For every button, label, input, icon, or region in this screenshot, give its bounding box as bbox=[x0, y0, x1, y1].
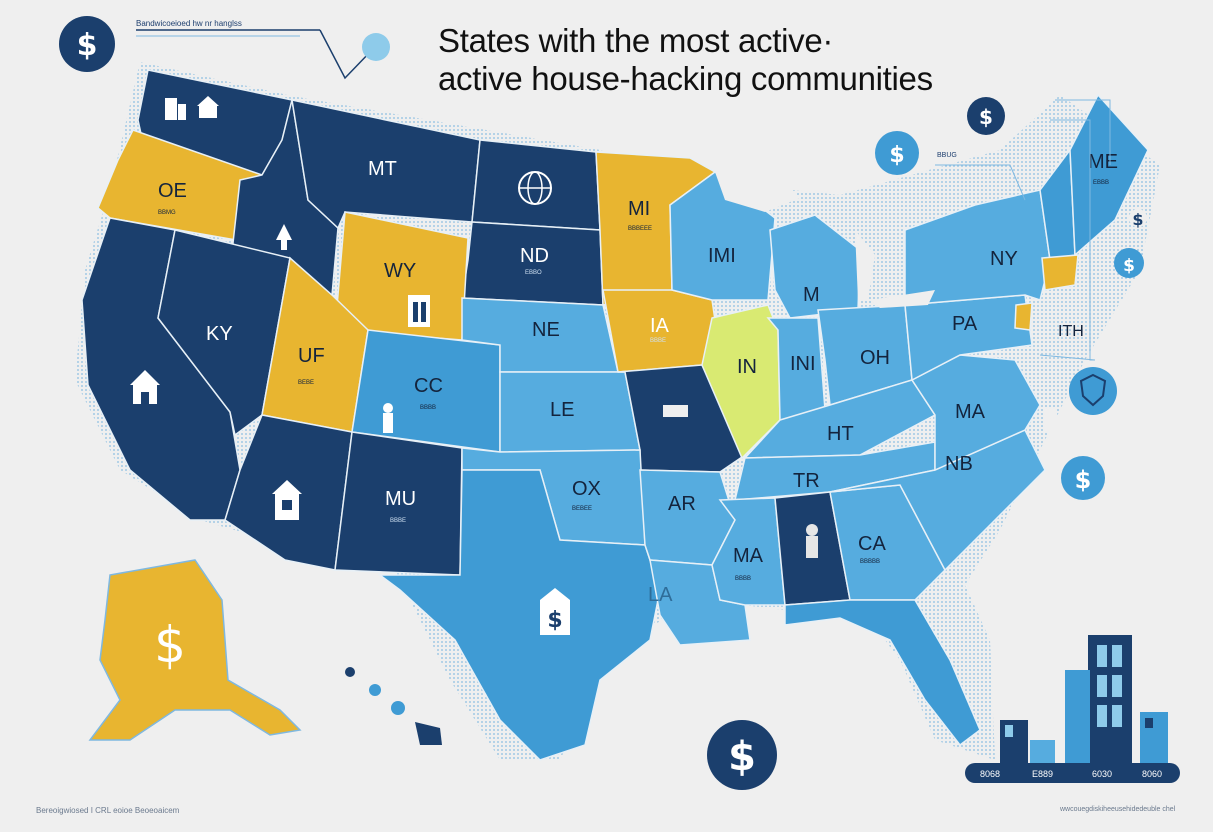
label-mt: MT bbox=[368, 158, 397, 180]
person-icon bbox=[383, 403, 393, 433]
label-cc: CC bbox=[414, 375, 443, 397]
dollar-icon[interactable]: $ bbox=[1061, 456, 1105, 500]
dollar-icon[interactable]: $ bbox=[540, 588, 570, 635]
label-ini: INI bbox=[790, 353, 816, 375]
house-icon bbox=[130, 370, 160, 404]
label-wy: WY bbox=[384, 260, 416, 282]
state-ct[interactable] bbox=[1041, 254, 1079, 291]
label-ca: CA bbox=[858, 533, 886, 555]
caption-ne-note: BBUG bbox=[937, 152, 957, 159]
dollar-icon[interactable]: $ bbox=[154, 616, 186, 674]
svg-text:$: $ bbox=[979, 105, 993, 129]
house-icon bbox=[197, 96, 219, 118]
caption-top-left: Bandwicoeioed hw nr hanglss bbox=[136, 19, 242, 28]
dollar-icon[interactable]: $ bbox=[707, 720, 777, 790]
globe-icon bbox=[518, 171, 552, 205]
svg-text:BEBEE: BEBEE bbox=[572, 506, 592, 512]
svg-text:$: $ bbox=[1123, 256, 1135, 276]
bar-label-3: 6030 bbox=[1092, 769, 1112, 779]
label-oe: OE bbox=[158, 180, 187, 202]
bar-label-4: 8060 bbox=[1142, 769, 1162, 779]
label-ht: HT bbox=[827, 423, 854, 445]
label-ox: OX bbox=[572, 478, 601, 500]
dollar-markers: $ $ $ $ $ $ $ bbox=[59, 16, 1147, 790]
great-lakes bbox=[715, 172, 935, 308]
label-m: M bbox=[803, 284, 820, 306]
label-uf: UF bbox=[298, 345, 325, 367]
state-tx[interactable] bbox=[377, 469, 661, 761]
svg-text:$: $ bbox=[728, 734, 756, 780]
svg-text:$: $ bbox=[77, 28, 98, 63]
label-ky: KY bbox=[206, 323, 233, 345]
svg-text:EBBO: EBBO bbox=[525, 270, 542, 276]
label-ma2: MA bbox=[733, 545, 764, 567]
title-leader-lines bbox=[136, 29, 390, 80]
bar-label-1: 8068 bbox=[980, 769, 1000, 779]
svg-text:BBMG: BBMG bbox=[158, 210, 176, 216]
dollar-icon[interactable]: $ bbox=[967, 97, 1005, 135]
svg-text:BEBE: BEBE bbox=[298, 380, 314, 386]
label-ny: NY bbox=[990, 248, 1018, 270]
state-hi[interactable] bbox=[345, 667, 442, 745]
building-icon bbox=[165, 98, 186, 120]
label-oh: OH bbox=[860, 347, 890, 369]
house-icon bbox=[272, 480, 302, 520]
state-labels: OE BBMG MT ND EBBO MI BBBEEE WY KY UF BE… bbox=[158, 151, 1118, 606]
caption-bottom-left: Bereoigwiosed I CRL eoioe Beoeoaicem bbox=[36, 806, 180, 815]
building-icon bbox=[663, 405, 688, 417]
svg-text:BBBE: BBBE bbox=[650, 338, 666, 344]
label-nd: ND bbox=[520, 245, 549, 267]
label-ma: MA bbox=[955, 401, 986, 423]
caption-bottom-right: wwcouegdiskiheeusehidedeuble chel bbox=[1060, 806, 1176, 813]
label-la: LA bbox=[648, 584, 673, 606]
svg-text:$: $ bbox=[547, 608, 562, 633]
label-in: IN bbox=[737, 356, 757, 378]
svg-text:BBBEEE: BBBEEE bbox=[628, 226, 652, 232]
states-layer bbox=[81, 69, 1149, 761]
house-icons bbox=[130, 96, 1057, 558]
state-fl[interactable] bbox=[784, 599, 981, 747]
bar-label-2: E889 bbox=[1032, 769, 1053, 779]
ne-leader-lines bbox=[935, 99, 1111, 361]
svg-text:$: $ bbox=[1132, 210, 1143, 229]
building-icon bbox=[408, 295, 430, 327]
label-imi: IMI bbox=[708, 245, 736, 267]
label-mu: MU bbox=[385, 488, 416, 510]
label-me: ME bbox=[1088, 151, 1118, 173]
state-nj[interactable] bbox=[1014, 302, 1033, 331]
state-nd-top[interactable] bbox=[471, 139, 601, 231]
state-ma-va[interactable] bbox=[910, 354, 1041, 472]
label-nb: NB bbox=[945, 453, 973, 475]
label-mi: MI bbox=[628, 198, 650, 220]
svg-text:$: $ bbox=[889, 143, 904, 168]
label-pa: PA bbox=[952, 313, 978, 335]
title-line-1: States with the most active· bbox=[438, 22, 834, 59]
label-tr: TR bbox=[793, 470, 820, 492]
svg-text:BBBB: BBBB bbox=[420, 405, 436, 411]
svg-text:$: $ bbox=[1075, 466, 1092, 494]
label-ar: AR bbox=[668, 493, 696, 515]
label-ith: ITH bbox=[1058, 323, 1084, 340]
person-icon bbox=[806, 524, 818, 558]
state-ak[interactable] bbox=[88, 559, 302, 741]
svg-text:BBBE: BBBE bbox=[390, 518, 406, 524]
label-ia: IA bbox=[650, 315, 670, 337]
svg-text:EBBB: EBBB bbox=[1093, 180, 1109, 186]
arrow-up-icon bbox=[276, 224, 292, 250]
buildings-bar: 8068 E889 6030 8060 bbox=[965, 635, 1180, 783]
dollar-icon[interactable]: $ bbox=[1129, 209, 1147, 229]
dollar-icon[interactable]: $ bbox=[1114, 248, 1144, 278]
label-le: LE bbox=[550, 399, 574, 421]
dollar-icon[interactable]: $ bbox=[59, 16, 115, 72]
shield-icon bbox=[1069, 367, 1117, 415]
label-ne: NE bbox=[532, 319, 560, 341]
svg-text:$: $ bbox=[154, 616, 186, 674]
title-line-2: active house-hacking communities bbox=[438, 60, 933, 97]
svg-text:BBBBB: BBBBB bbox=[860, 559, 880, 565]
dollar-icon[interactable]: $ bbox=[875, 131, 919, 175]
svg-text:BBBB: BBBB bbox=[735, 576, 751, 582]
building-icon bbox=[1045, 407, 1057, 431]
